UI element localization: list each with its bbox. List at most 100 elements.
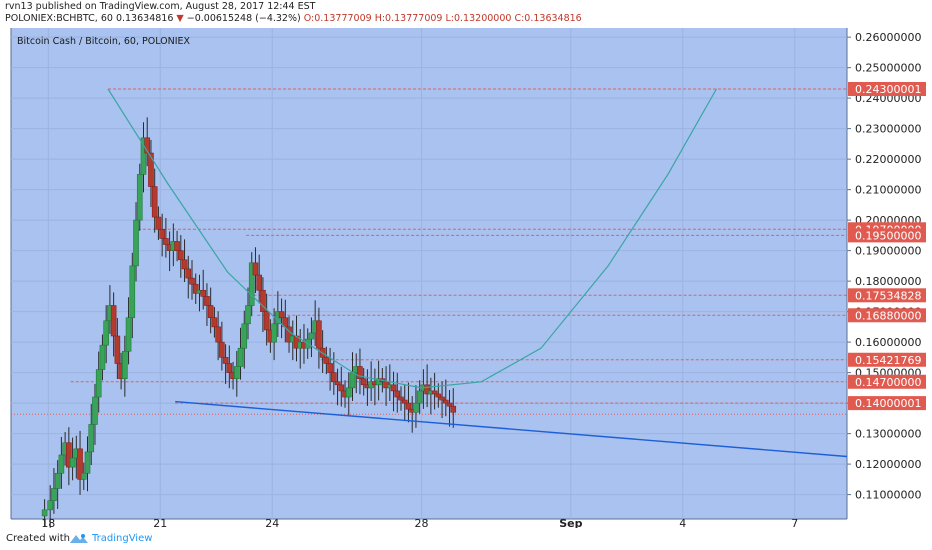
candle-body bbox=[357, 366, 363, 380]
chart-header: rvn13 published on TradingView.com, Augu… bbox=[0, 0, 932, 28]
candle-body bbox=[431, 390, 438, 395]
candle-body bbox=[245, 305, 251, 325]
candle-body bbox=[54, 472, 61, 489]
price-level-tag bbox=[848, 352, 926, 367]
candle-body bbox=[151, 186, 158, 218]
candle-body bbox=[95, 369, 102, 398]
candle-body bbox=[271, 323, 277, 343]
candle-body bbox=[211, 317, 218, 328]
candle-body bbox=[308, 332, 315, 340]
price-level-tag bbox=[848, 81, 926, 96]
candle-body bbox=[398, 396, 404, 401]
candle-body bbox=[99, 344, 106, 370]
drawings bbox=[107, 88, 848, 458]
open-value: O:0.13777009 bbox=[303, 13, 372, 24]
time-axis[interactable] bbox=[11, 519, 932, 528]
candle-body bbox=[446, 402, 453, 407]
candle-body bbox=[349, 372, 356, 389]
candle-body bbox=[278, 311, 285, 319]
candle-body bbox=[136, 174, 143, 221]
candle-body bbox=[51, 488, 57, 502]
author-name[interactable]: rvn13 bbox=[5, 1, 33, 12]
candle-body bbox=[41, 509, 48, 517]
candle-body bbox=[338, 384, 345, 392]
candle-body bbox=[413, 402, 419, 413]
price-level-label: 0.19500000 bbox=[855, 229, 921, 242]
y-tick-label: 0.18000000 bbox=[855, 275, 921, 288]
x-tick-label: Sep bbox=[559, 517, 582, 530]
price-axis[interactable] bbox=[847, 28, 932, 519]
candle-body bbox=[286, 326, 292, 343]
candle-body bbox=[327, 363, 333, 373]
tradingview-logo-icon[interactable] bbox=[68, 532, 90, 546]
x-tick-label: 18 bbox=[41, 517, 55, 530]
y-tick-label: 0.12000000 bbox=[855, 458, 921, 471]
candle-body bbox=[181, 259, 188, 270]
plot-area[interactable] bbox=[11, 28, 847, 519]
candle-body bbox=[185, 268, 192, 279]
price-levels bbox=[11, 88, 847, 415]
candle-body bbox=[200, 289, 207, 297]
candle-body bbox=[416, 390, 423, 404]
tradingview-brand[interactable]: TradingView bbox=[92, 533, 153, 544]
candle-body bbox=[424, 384, 430, 395]
candle-body bbox=[77, 448, 83, 480]
created-with-text: Created with bbox=[6, 533, 70, 544]
candle-body bbox=[450, 405, 457, 413]
candle-body bbox=[405, 402, 412, 410]
candle-body bbox=[237, 347, 244, 367]
candle-body bbox=[219, 341, 225, 358]
y-tick-label: 0.22000000 bbox=[855, 153, 921, 166]
y-tick-label: 0.21000000 bbox=[855, 184, 921, 197]
candle-body bbox=[345, 387, 352, 398]
y-tick-label: 0.13000000 bbox=[855, 428, 921, 441]
price-level-tag bbox=[848, 374, 926, 389]
ohlc-legend: POLONIEX:BCHBTC, 60 0.13634816 ▼ −0.0061… bbox=[5, 13, 582, 24]
y-tick-label: 0.26000000 bbox=[855, 31, 921, 44]
candle-body bbox=[192, 283, 199, 294]
candle-body bbox=[233, 366, 240, 380]
close-value: C:0.13634816 bbox=[514, 13, 582, 24]
candle-body bbox=[178, 250, 184, 261]
candle-body bbox=[442, 399, 449, 404]
candle-body bbox=[92, 396, 98, 425]
candle-body bbox=[248, 262, 255, 306]
price-level-tag bbox=[848, 228, 926, 243]
candle-body bbox=[69, 457, 76, 468]
candle-body bbox=[144, 137, 151, 154]
candle-body bbox=[110, 305, 117, 337]
candle-body bbox=[323, 357, 330, 364]
y-tick-label: 0.16000000 bbox=[855, 336, 921, 349]
candle-body bbox=[125, 317, 132, 352]
candle-body bbox=[140, 137, 147, 175]
candle-body bbox=[159, 228, 165, 239]
chart-title: Bitcoin Cash / Bitcoin, 60, POLONIEX bbox=[17, 36, 191, 47]
price-change: −0.00615248 (−4.32%) bbox=[186, 13, 301, 24]
candle-body bbox=[189, 277, 195, 285]
price-level-label: 0.14700000 bbox=[855, 376, 921, 389]
x-tick-label: 21 bbox=[153, 517, 167, 530]
candle-body bbox=[129, 265, 136, 319]
publish-info: rvn13 published on TradingView.com, Augu… bbox=[5, 1, 315, 12]
low-value: L:0.13200000 bbox=[445, 13, 512, 24]
price-level-label: 0.24300001 bbox=[855, 83, 921, 96]
y-tick-label: 0.23000000 bbox=[855, 123, 921, 136]
candle-body bbox=[390, 384, 397, 392]
candle-body bbox=[360, 378, 367, 386]
candle-body bbox=[204, 296, 210, 306]
price-level-labels: 0.243000010.197000000.195000000.17534828… bbox=[848, 81, 926, 411]
down-arrow-icon: ▼ bbox=[176, 13, 184, 24]
price-level-label: 0.16880000 bbox=[855, 309, 921, 322]
candle-body bbox=[163, 238, 169, 245]
x-tick-label: 24 bbox=[265, 517, 279, 530]
candle-body bbox=[222, 357, 229, 364]
candle-body bbox=[122, 350, 128, 380]
candle-body bbox=[103, 320, 109, 346]
price-level-label: 0.15421769 bbox=[855, 354, 921, 367]
candle-body bbox=[316, 320, 322, 349]
candle-body bbox=[148, 152, 154, 187]
candle-body bbox=[215, 326, 221, 343]
x-tick-label: 4 bbox=[679, 517, 686, 530]
candle-body bbox=[435, 393, 442, 398]
